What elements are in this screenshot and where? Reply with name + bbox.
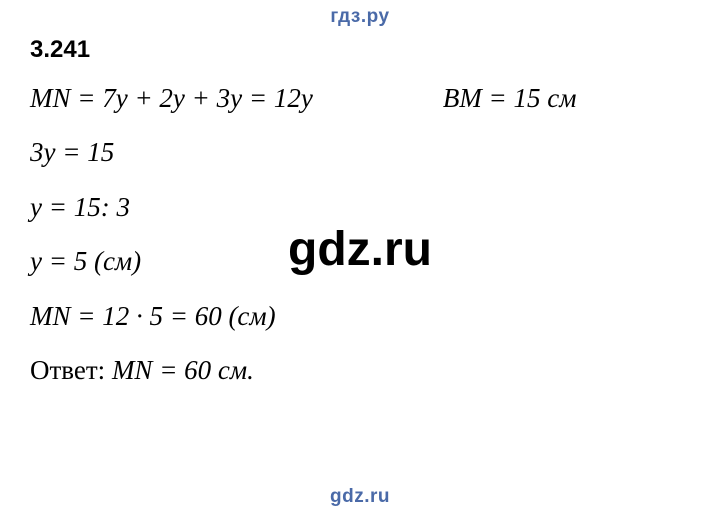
- line-mn-and-bm: MN = 7y + 2y + 3y = 12y BM = 15 см: [30, 82, 690, 114]
- line-result: MN = 12 · 5 = 60 (см): [30, 300, 690, 332]
- problem-number: 3.241: [30, 36, 690, 64]
- answer-value: MN = 60 см.: [112, 355, 254, 385]
- expr-bm: BM = 15 см: [443, 82, 577, 114]
- expr-mn: MN = 7y + 2y + 3y = 12y: [30, 82, 313, 114]
- watermark-bottom: gdz.ru: [0, 486, 720, 508]
- line-eq: 3y = 15: [30, 136, 690, 168]
- watermark-center: gdz.ru: [0, 222, 720, 277]
- answer-label: Ответ:: [30, 355, 105, 385]
- line-div: y = 15: 3: [30, 191, 690, 223]
- answer-line: Ответ: MN = 60 см.: [30, 354, 690, 386]
- page: гдз.ру 3.241 MN = 7y + 2y + 3y = 12y BM …: [0, 0, 720, 511]
- site-header: гдз.ру: [0, 6, 720, 28]
